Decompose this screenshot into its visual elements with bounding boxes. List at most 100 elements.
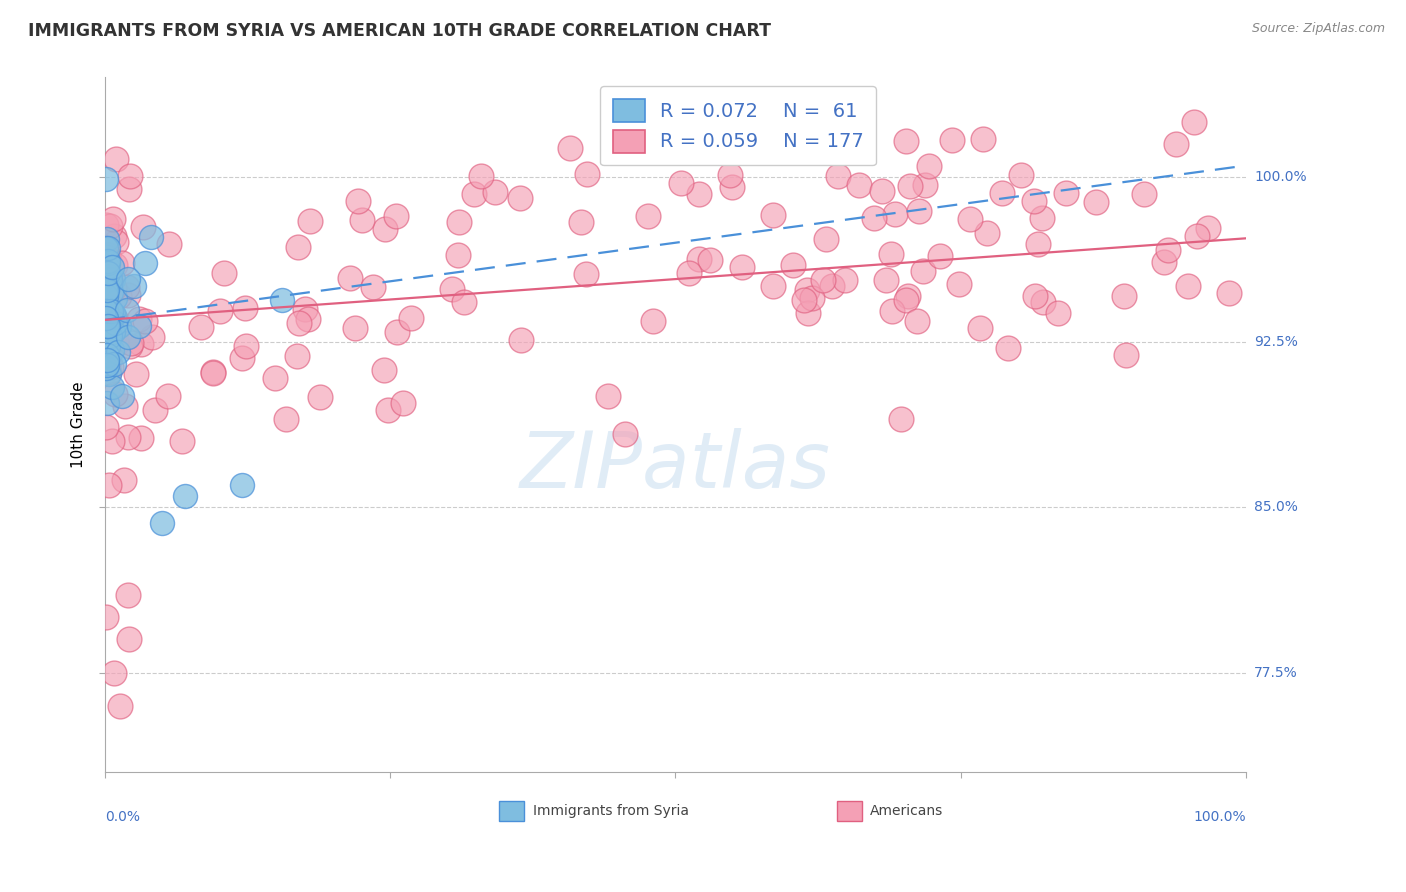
Point [117, 272, 139, 286]
Point [94, 323, 117, 337]
Point [94, 171, 117, 186]
Point [352, 213, 374, 227]
Point [463, 187, 485, 202]
Text: Source: ZipAtlas.com: Source: ZipAtlas.com [1251, 22, 1385, 36]
Point [688, 252, 710, 266]
Point [104, 291, 127, 305]
Point [103, 308, 125, 322]
Point [96, 396, 118, 410]
Point [821, 278, 844, 293]
Point [96, 248, 118, 262]
Point [363, 280, 385, 294]
Point [96, 260, 118, 274]
Point [929, 249, 952, 263]
Point [97, 318, 120, 333]
Point [637, 209, 659, 223]
Point [97, 365, 120, 379]
Point [613, 427, 636, 442]
Text: Americans: Americans [870, 804, 943, 818]
Point [294, 301, 316, 316]
Point [1185, 229, 1208, 244]
Point [231, 478, 253, 492]
Point [880, 246, 903, 260]
Point [598, 388, 620, 402]
Point [908, 204, 931, 219]
Point [96, 283, 118, 297]
Point [643, 314, 665, 328]
Point [94, 250, 117, 264]
Point [848, 178, 870, 193]
Point [890, 412, 912, 426]
Point [100, 304, 122, 318]
Point [897, 289, 920, 303]
Point [96, 420, 118, 434]
Point [98, 219, 121, 233]
Point [997, 342, 1019, 356]
Point [377, 403, 399, 417]
Point [94, 320, 117, 334]
Point [150, 516, 173, 530]
Point [1157, 243, 1180, 257]
Point [120, 336, 142, 351]
Point [509, 333, 531, 347]
Point [558, 141, 581, 155]
Point [948, 277, 970, 291]
Point [309, 390, 332, 404]
Point [101, 307, 124, 321]
Point [575, 267, 598, 281]
Point [571, 215, 593, 229]
Point [134, 314, 156, 328]
Y-axis label: 10th Grade: 10th Grade [72, 381, 86, 468]
Point [235, 339, 257, 353]
Point [96, 353, 118, 368]
Point [870, 184, 893, 198]
Point [264, 370, 287, 384]
Point [96, 321, 118, 335]
Point [1054, 186, 1077, 200]
Point [793, 293, 815, 307]
Point [103, 330, 125, 344]
Point [98, 269, 121, 284]
Point [129, 337, 152, 351]
Point [1024, 289, 1046, 303]
Point [959, 212, 981, 227]
Point [900, 179, 922, 194]
Point [101, 325, 124, 339]
Point [1084, 195, 1107, 210]
Point [108, 318, 131, 333]
Text: 0.0%: 0.0% [105, 810, 141, 824]
Point [125, 368, 148, 382]
Point [139, 229, 162, 244]
Point [347, 194, 370, 209]
Point [1133, 186, 1156, 201]
Point [100, 310, 122, 324]
Point [128, 312, 150, 326]
Point [884, 207, 907, 221]
Point [274, 411, 297, 425]
Point [118, 632, 141, 647]
Text: 77.5%: 77.5% [1254, 665, 1298, 680]
Point [101, 211, 124, 226]
Point [575, 167, 598, 181]
Text: Immigrants from Syria: Immigrants from Syria [533, 804, 689, 818]
Point [98, 272, 121, 286]
Point [94, 283, 117, 297]
Point [863, 211, 886, 226]
Point [373, 363, 395, 377]
Point [103, 665, 125, 680]
Point [914, 178, 936, 193]
Point [94, 317, 117, 331]
Point [96, 348, 118, 362]
Point [134, 256, 156, 270]
Point [285, 350, 308, 364]
Point [110, 698, 132, 713]
Point [97, 334, 120, 348]
Point [96, 319, 118, 334]
Point [143, 402, 166, 417]
Point [212, 266, 235, 280]
Point [94, 360, 117, 375]
Point [96, 253, 118, 268]
Point [118, 169, 141, 183]
Point [814, 232, 837, 246]
Point [470, 169, 492, 184]
